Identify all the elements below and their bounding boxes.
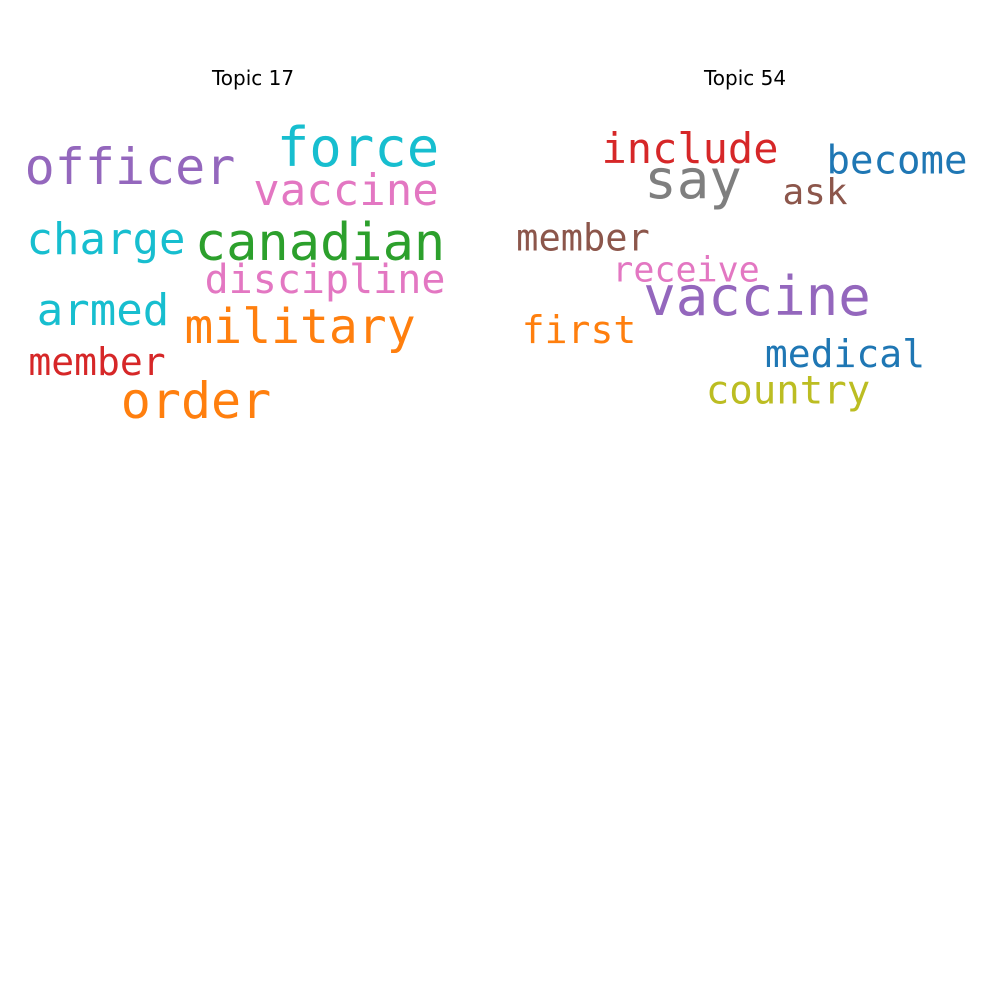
- word-military: military: [184, 299, 416, 355]
- word-medical: medical: [764, 332, 926, 376]
- topic-54-title: Topic 54: [703, 66, 787, 90]
- word-discipline: discipline: [204, 257, 446, 303]
- word-canadian: canadian: [194, 213, 446, 273]
- word-officer: officer: [24, 138, 236, 196]
- word-member: member: [516, 216, 650, 260]
- word-force: force: [276, 116, 440, 179]
- word-become: become: [826, 138, 968, 184]
- word-member: member: [28, 340, 166, 384]
- word-say: say: [644, 148, 742, 211]
- word-order: order: [120, 372, 272, 430]
- word-vaccine: vaccine: [643, 265, 871, 328]
- word-charge: charge: [26, 214, 186, 265]
- word-armed: armed: [36, 285, 170, 336]
- topic-17-title: Topic 17: [211, 66, 295, 90]
- word-first: first: [521, 308, 637, 352]
- word-ask: ask: [782, 172, 848, 213]
- word-vaccine: vaccine: [253, 165, 439, 216]
- word-country: country: [705, 368, 871, 414]
- word-include: include: [601, 124, 779, 173]
- word-receive: receive: [612, 250, 760, 291]
